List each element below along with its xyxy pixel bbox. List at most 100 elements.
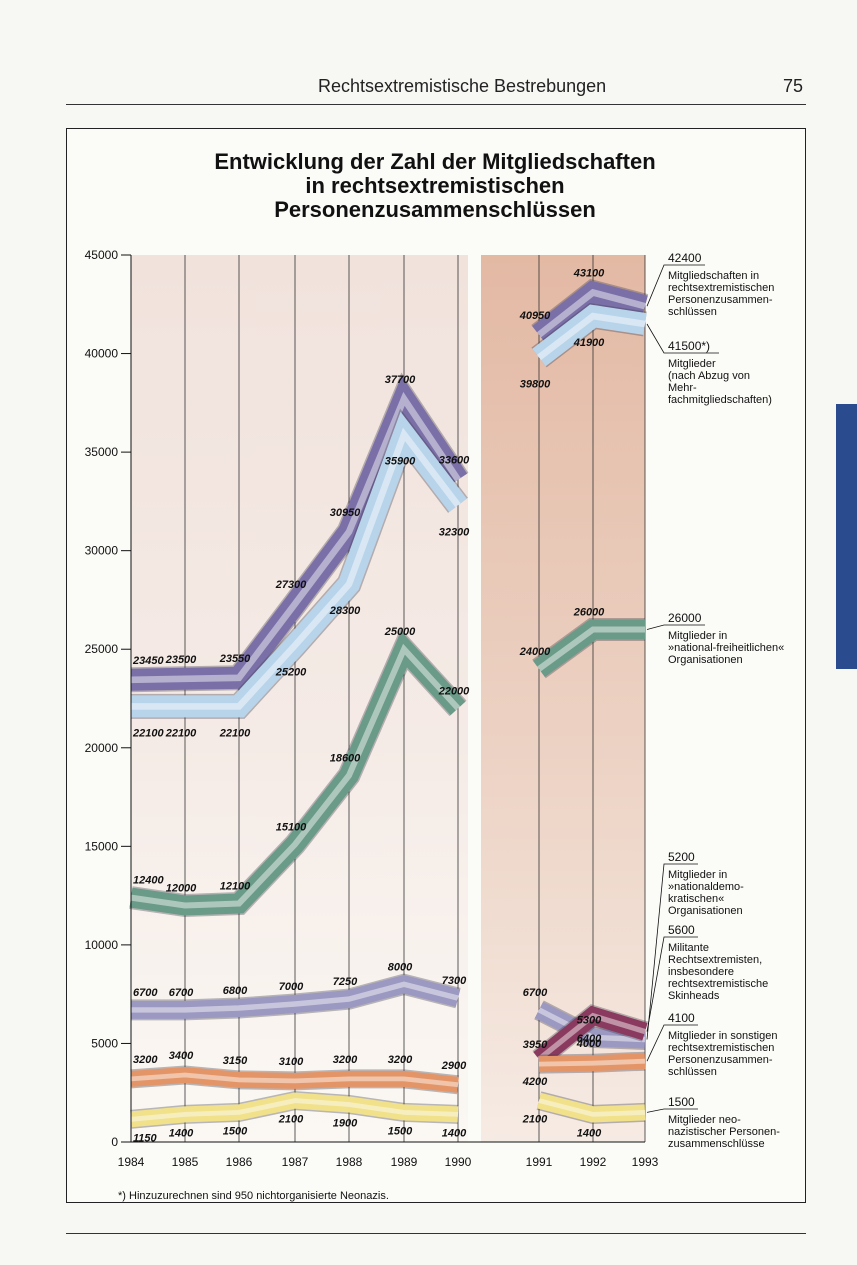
data-label-2-1985: 12000 [166, 882, 197, 894]
legend-entry-2: 26000 Mitglieder in»national-freiheitlich… [646, 611, 784, 666]
legend-leader-1 [646, 323, 668, 354]
x-tick-label-1988: 1988 [336, 1155, 363, 1169]
data-label-3-1987: 7000 [279, 981, 304, 993]
data-label-2-1987: 15100 [276, 821, 307, 833]
legend-value-5: 4100 [668, 1011, 695, 1025]
data-label-0-1990: 33600 [439, 455, 470, 467]
series-line-mitglieder-east-highlight [536, 312, 646, 361]
data-label-2-1989: 25000 [384, 626, 416, 638]
running-header: Rechtsextremistische Bestrebungen [318, 76, 607, 96]
legend-entry-1: 41500*) Mitglieder(nach Abzug vonMehr-fac… [646, 323, 772, 406]
legend-text-1-0: Mitglieder [668, 358, 716, 370]
series-line-nationaldemokratisch-east-highlight [537, 1007, 646, 1043]
data-label-3-1985: 6700 [169, 987, 194, 999]
data-label-3-1992: 5300 [577, 1015, 602, 1027]
legend-text-5-1: rechtsextremistischen [668, 1042, 774, 1054]
data-label-1-1986: 22100 [219, 727, 251, 739]
legend-value-6: 1500 [668, 1095, 695, 1109]
legend-text-6-2: zusammenschlüsse [668, 1138, 765, 1150]
x-tick-label-1985: 1985 [172, 1155, 199, 1169]
data-label-6-1990: 1400 [442, 1127, 467, 1139]
legend-text-4-1: Rechtsextremisten, [668, 954, 762, 966]
data-label-6-1986: 1500 [223, 1125, 248, 1137]
series-line-mitglieder-west [131, 411, 467, 718]
data-label-2-1990: 22000 [438, 685, 470, 697]
data-label-0-1989: 37700 [385, 374, 416, 386]
data-label-6-1984: 1150 [133, 1132, 158, 1144]
legend-leader-6 [646, 1108, 668, 1113]
data-label-4-1992: 6400 [577, 1033, 602, 1045]
data-label-1-1984: 22100 [132, 727, 164, 739]
chapter-tab [836, 404, 857, 669]
data-label-0-1992: 43100 [573, 267, 605, 279]
legend-text-5-0: Mitglieder in sonstigen [668, 1030, 777, 1042]
data-label-2-1991: 24000 [519, 646, 551, 658]
series-line-national-freiheitlich-east [533, 619, 645, 677]
legend-text-0-2: Personenzusammen- [668, 294, 773, 306]
legend-text-6-0: Mitglieder neo- [668, 1114, 741, 1126]
x-tick-label-1990: 1990 [445, 1155, 472, 1169]
legend-text-1-2: Mehr- [668, 382, 697, 394]
data-label-6-1992: 1400 [577, 1127, 602, 1139]
data-label-5-1992: 4000 [576, 1038, 602, 1050]
y-tick-label-45000: 45000 [85, 248, 119, 262]
x-tick-label-1987: 1987 [282, 1155, 309, 1169]
series-line-nationaldemokratisch-east [534, 1001, 646, 1049]
legend-text-1-1: (nach Abzug von [668, 370, 750, 382]
legend-entry-5: 4100 Mitglieder in sonstigenrechtsextremi… [646, 1011, 777, 1078]
data-label-1-1992: 41900 [573, 337, 605, 349]
series-line-mitgliedschaften-east-highlight [536, 288, 646, 338]
legend-text-5-2: Personenzusammen- [668, 1054, 773, 1066]
series-line-sonstige-east [538, 1053, 646, 1073]
legend-leader-2 [646, 624, 668, 630]
data-label-4-1991: 4200 [522, 1076, 548, 1088]
series-line-mitglieder-east [532, 304, 647, 367]
legend-entry-6: 1500 Mitglieder neo-nazistischer Personen… [646, 1095, 780, 1150]
series-line-national-freiheitlich-west [129, 631, 466, 916]
data-label-2-1988: 18600 [330, 752, 361, 764]
page-number: 75 [783, 76, 804, 96]
legend-text-1-3: fachmitgliedschaften) [668, 394, 772, 406]
y-tick-label-25000: 25000 [85, 642, 119, 656]
legend-text-6-1: nazistischer Personen- [668, 1126, 780, 1138]
y-tick-label-15000: 15000 [85, 839, 119, 853]
chart-series [129, 278, 649, 1129]
data-label-5-1988: 3200 [333, 1054, 358, 1066]
y-tick-label-30000: 30000 [85, 544, 119, 558]
chart-title-line-1: Entwicklung der Zahl der Mitgliedschafte… [214, 149, 656, 174]
series-line-militante-east [533, 1005, 648, 1067]
legend-text-3-2: kratischen« [668, 893, 724, 905]
x-tick-label-1992: 1992 [580, 1155, 607, 1169]
legend-text-0-0: Mitgliedschaften in [668, 270, 759, 282]
legend-value-0: 42400 [668, 251, 702, 265]
data-label-0-1984: 23450 [132, 655, 164, 667]
legend-text-0-1: rechtsextremistischen [668, 282, 774, 294]
series-line-mitglieder-west-highlight [131, 427, 461, 710]
legend-leader-3 [646, 863, 668, 1040]
legend-entry-4: 5600 MilitanteRechtsextremisten,insbesond… [646, 923, 768, 1032]
data-label-6-1987: 2100 [278, 1114, 304, 1126]
x-tick-label-1989: 1989 [391, 1155, 418, 1169]
data-label-6-1989: 1500 [388, 1125, 413, 1137]
legend-leader-4 [646, 936, 668, 1032]
chart-title-line-3: Personenzusammenschlüssen [274, 197, 596, 222]
data-label-3-1986: 6800 [223, 985, 248, 997]
legend-leader-0 [646, 264, 668, 307]
data-label-0-1986: 23550 [219, 653, 251, 665]
data-label-6-1985: 1400 [169, 1127, 194, 1139]
data-label-2-1992: 26000 [573, 607, 605, 619]
legend-leader-5 [646, 1024, 668, 1062]
legend-text-2-2: Organisationen [668, 654, 743, 666]
series-line-nationaldemokratisch-west-highlight [131, 981, 459, 1013]
x-tick-label-1984: 1984 [118, 1155, 145, 1169]
chart-title: Entwicklung der Zahl der Mitgliedschafte… [150, 150, 720, 222]
data-label-5-1990: 2900 [441, 1060, 467, 1072]
legend-value-1: 41500*) [668, 339, 710, 353]
legend-text-5-3: schlüssen [668, 1066, 717, 1078]
y-tick-label-0: 0 [111, 1135, 118, 1149]
series-line-militante-east-highlight [537, 1012, 646, 1062]
legend-text-4-3: rechtsextremistische [668, 978, 768, 990]
series-line-neonazistisch-east-highlight [538, 1098, 646, 1117]
